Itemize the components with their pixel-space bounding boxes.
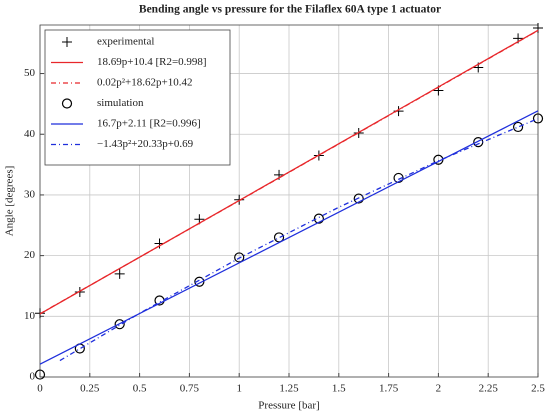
data-point [34, 369, 46, 380]
plot-frame [39, 24, 539, 378]
fit-line [59, 117, 539, 362]
legend-label: 18.69p+10.4 [R2=0.998] [97, 56, 207, 68]
legend-label: experimental [97, 36, 154, 48]
data-point [114, 268, 125, 279]
data-point [234, 252, 245, 263]
x-tick-label: 1 [236, 383, 242, 395]
data-point [74, 287, 85, 298]
x-tick-label: 1.25 [279, 383, 299, 395]
x-tick-label: 1.75 [379, 383, 399, 395]
fit-line [39, 29, 539, 315]
x-tick-label: 0.25 [80, 383, 100, 395]
y-tick-label: 30 [24, 188, 36, 200]
data-point [194, 276, 205, 287]
legend-swatch [62, 37, 72, 47]
y-tick-label: 50 [24, 67, 36, 79]
y-tick-label: 20 [24, 249, 36, 261]
legend-label: simulation [97, 97, 144, 109]
data-point [533, 23, 543, 34]
x-tick-label: 1.5 [332, 383, 346, 395]
data-point [114, 319, 125, 330]
data-point [353, 193, 364, 204]
chart-title: Bending angle vs pressure for the Filafl… [139, 4, 441, 16]
x-tick-label: 0 [37, 383, 43, 395]
legend-label: 0.02p²+18.62p+10.42 [97, 77, 192, 89]
y-tick-label: 40 [24, 128, 36, 140]
y-axis-label: Angle [degrees] [4, 166, 16, 237]
legend-label: −1.43p²+20.33p+0.69 [97, 138, 194, 150]
data-point [512, 121, 524, 133]
y-tick-label: 10 [24, 310, 36, 322]
x-tick-label: 0.5 [133, 383, 147, 395]
legend-swatch [61, 98, 73, 109]
data-point [313, 213, 324, 224]
x-tick-label: 2.5 [531, 383, 545, 395]
x-tick-label: 0.75 [180, 383, 200, 395]
x-axis-label: Pressure [bar] [258, 400, 319, 412]
legend-box [44, 29, 231, 166]
y-tick-label: 0 [30, 371, 36, 383]
x-tick-label: 2.25 [479, 383, 499, 395]
legend-label: 16.7p+2.11 [R2=0.996] [97, 118, 201, 130]
x-tick-label: 2 [436, 383, 442, 395]
data-point [532, 113, 544, 124]
